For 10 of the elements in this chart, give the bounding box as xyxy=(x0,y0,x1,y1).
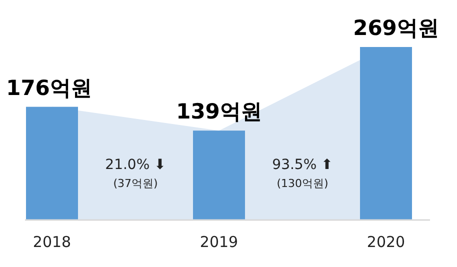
annotation: (130억원) xyxy=(276,177,328,190)
x-tick-label: 2018 xyxy=(32,233,72,251)
x-tick-label: 2020 xyxy=(366,233,406,251)
annotation: 21.0% ⬇ xyxy=(105,157,166,173)
annotation: 93.5% ⬆ xyxy=(272,157,333,173)
data-label: 269억원 xyxy=(353,16,439,40)
annotation: (37억원) xyxy=(113,177,158,190)
data-label: 176억원 xyxy=(6,76,92,100)
data-label: 139억원 xyxy=(176,100,262,124)
x-tick-label: 2019 xyxy=(200,233,238,251)
